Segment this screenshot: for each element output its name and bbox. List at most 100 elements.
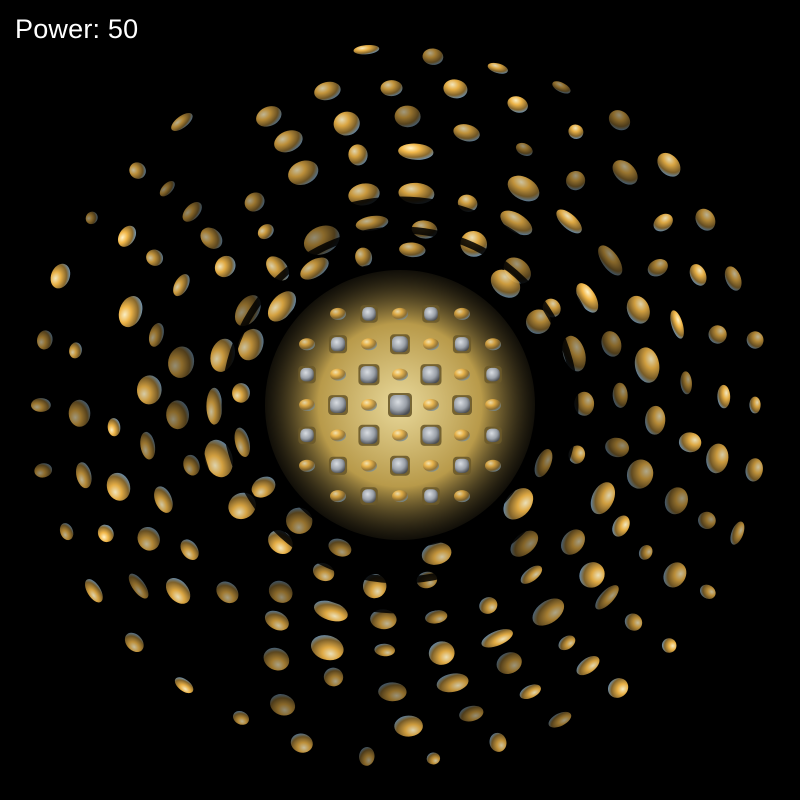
fractal-blob [165,578,191,604]
lattice-cell [300,367,314,382]
fractal-blob [574,391,595,416]
fractal-blob [174,677,194,694]
fractal-blob [274,130,303,153]
fractal-blob [233,711,249,725]
fractal-blob [647,258,668,277]
fractal-blob [180,539,199,560]
fractal-blob [612,382,628,408]
fractal-blob [270,694,296,716]
fractal-blob [288,160,319,185]
fractal-blob [453,124,480,142]
lattice-bump [423,338,439,351]
lattice-cell [422,426,440,444]
fractal-blob [634,347,660,383]
fractal-blob [34,463,53,478]
fractal-blob [234,427,251,457]
lattice-bump [299,459,315,472]
fractal-blob [124,632,144,653]
fractal-blob [489,732,507,752]
lattice-bump [330,307,346,320]
fractal-blob [173,274,190,297]
fractal-blob [624,613,643,631]
fractal-blob [479,597,498,614]
fractal-blob [128,573,149,599]
fractal-blob [657,152,681,177]
fractal-blob [378,682,407,702]
fractal-blob [314,81,341,101]
fractal-blob [638,545,653,560]
fractal-blob [661,638,677,653]
fractal-blob [183,454,200,476]
fractal-blob [487,62,508,74]
fractal-blob [459,705,484,722]
lattice-cell [330,397,346,413]
fractal-blob [267,291,297,322]
fractal-blob [394,105,421,128]
fractal-blob [558,635,576,651]
fractal-blob [507,96,528,113]
fractal-blob [290,733,313,753]
fractal-blob [605,437,630,458]
fractal-blob [398,143,434,160]
fractal-blob [496,652,522,674]
fractal-blob [251,476,276,498]
fractal-blob [311,635,344,661]
lattice-bump [392,490,408,503]
fractal-blob [394,715,423,737]
fractal-blob [328,538,352,557]
lattice-cell [390,395,410,415]
lattice-bump [454,490,470,503]
fractal-blob [749,396,761,414]
fractal-blob [59,523,74,541]
lattice-cell [362,489,376,503]
fractal-blob [37,330,53,350]
lattice-cell [454,337,470,352]
lattice-bump [299,399,315,411]
lattice-bump [454,307,470,320]
lattice-cell [300,428,314,443]
fractal-blob [481,629,513,648]
lattice-bump [392,429,408,442]
lattice-bump [423,399,439,411]
fractal-blob [300,257,329,280]
fractal-blob [200,227,223,249]
fractal-blob [216,581,239,604]
lattice-bump [485,338,501,351]
fractal-blob [724,266,742,291]
fractal-blob [428,641,455,665]
fractal-blob [653,213,673,232]
fractal-blob [706,443,729,474]
fractal-blob [106,472,131,501]
fractal-blob [154,486,173,513]
fractal-blob [214,255,236,278]
fractal-blob [708,325,727,344]
fractal-blob [117,225,137,247]
fractal-blob [166,400,190,430]
lattice-cell [360,426,378,444]
power-readout: Power: 50 [15,14,139,44]
fractal-blob [515,142,533,156]
fractal-blob [422,48,444,65]
fractal-blob [730,521,745,545]
lattice-cell [392,457,408,474]
fractal-blob [263,647,290,671]
fractal-blob [745,458,763,482]
fractal-blob [576,656,600,676]
fractal-blob [612,515,630,537]
fractal-blob [85,579,103,603]
fractal-blob [590,482,616,515]
fractal-blob [348,144,368,166]
fractal-blob [664,487,688,515]
fractal-blob [68,399,91,427]
fractal-blob [171,113,193,131]
fractal-blob [507,175,540,202]
fractal-blob [168,346,195,378]
fractal-blob [97,524,114,543]
fractal-blob [85,211,98,225]
lattice-cell [392,336,408,353]
fractal-blob [626,459,654,489]
fractal-blob [746,331,764,349]
lattice-cell [330,337,346,352]
